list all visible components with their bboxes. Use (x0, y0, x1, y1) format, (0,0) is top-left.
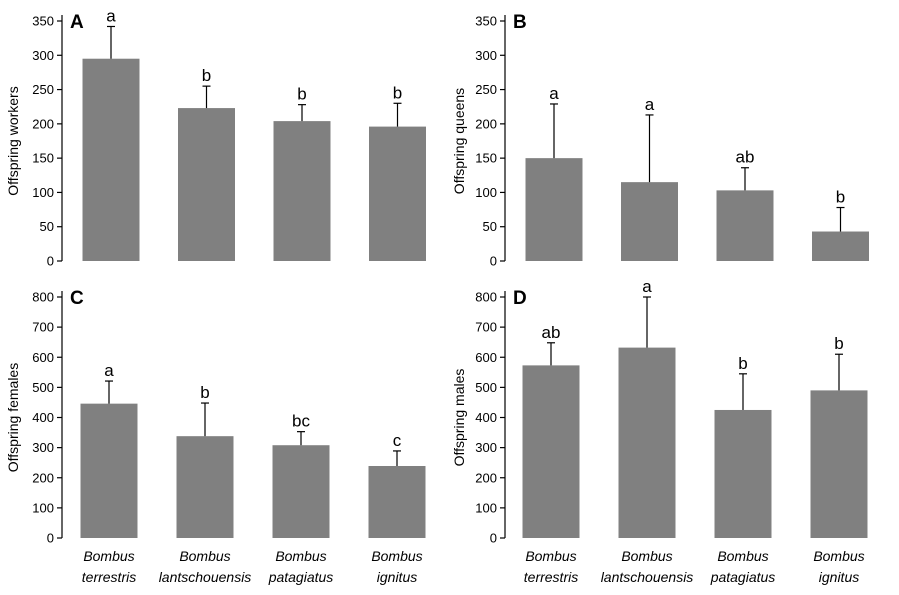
bar (82, 58, 140, 261)
x-label-genus: Bombus (83, 548, 134, 564)
significance-letter: c (393, 431, 402, 450)
y-tick-label: 200 (32, 470, 54, 485)
y-tick-label: 250 (475, 82, 497, 97)
significance-letter: b (834, 334, 843, 353)
bar (80, 403, 138, 538)
significance-letter: a (104, 361, 114, 380)
y-tick-label: 100 (475, 500, 497, 515)
bar (272, 445, 330, 538)
bar (176, 436, 234, 538)
y-axis-title: Offspring workers (5, 86, 21, 195)
y-tick-label: 500 (32, 380, 54, 395)
x-label-species: ignitus (377, 569, 417, 585)
bar (368, 466, 426, 538)
x-label-species: terrestris (82, 569, 136, 585)
panel-a: 0 50 100 150 200 250 300 350 Offspring workers A a… (5, 6, 426, 269)
y-tick-label: 700 (32, 320, 54, 335)
significance-letter: b (297, 85, 306, 104)
y-tick-label: 250 (32, 82, 54, 97)
panel-letter: A (70, 12, 84, 33)
y-tick-label: 100 (32, 185, 54, 200)
bar (812, 231, 869, 261)
bar (714, 409, 772, 538)
y-tick-label: 150 (475, 151, 497, 166)
y-tick-label: 50 (40, 219, 54, 234)
x-label-species: patagiatus (710, 569, 776, 585)
y-tick-label: 300 (475, 440, 497, 455)
y-tick-label: 400 (475, 410, 497, 425)
significance-letter: a (642, 277, 652, 296)
y-tick-label: 200 (32, 116, 54, 131)
panel-b: 0 50 100 150 200 250 300 350 Offspring queens Ba a… (451, 12, 869, 269)
significance-letter: ab (736, 148, 755, 167)
bar (810, 390, 868, 538)
y-axis-title: Offspring males (451, 369, 467, 467)
significance-letter: b (393, 83, 402, 102)
x-category-labels: Bombus terrestris Bombus lantschouensis Bomb… (524, 548, 865, 585)
y-tick-label: 0 (490, 254, 497, 269)
y-axis-title: Offspring queens (451, 88, 467, 194)
bar (621, 182, 678, 261)
x-label-species: ignitus (819, 569, 859, 585)
x-label-genus: Bombus (179, 548, 230, 564)
x-label-genus: Bombus (525, 548, 576, 564)
panel-letter: C (70, 288, 84, 309)
y-tick-label: 0 (47, 531, 54, 546)
y-tick-label: 300 (32, 440, 54, 455)
bar (716, 190, 774, 261)
significance-letter: b (836, 188, 845, 207)
y-tick-label: 200 (475, 116, 497, 131)
y-tick-label: 100 (475, 185, 497, 200)
significance-letter: ab (542, 323, 561, 342)
panel-d: 0 100 200 300 400 500 600 700 800 Offspring males… (451, 277, 868, 585)
y-tick-label: 600 (32, 350, 54, 365)
y-tick-label: 500 (475, 380, 497, 395)
significance-letter: b (738, 354, 747, 373)
x-label-genus: Bombus (371, 548, 422, 564)
y-tick-label: 300 (32, 48, 54, 63)
y-tick-label: 0 (490, 531, 497, 546)
x-label-species: lantschouensis (601, 569, 694, 585)
y-tick-label: 300 (475, 48, 497, 63)
y-axis-title: Offspring females (5, 363, 21, 472)
bar (273, 121, 331, 261)
significance-letter: bc (292, 412, 310, 431)
x-label-genus: Bombus (717, 548, 768, 564)
bar (178, 108, 235, 261)
x-label-genus: Bombus (813, 548, 864, 564)
y-tick-label: 350 (475, 14, 497, 29)
bar (369, 126, 426, 261)
x-label-species: lantschouensis (159, 569, 252, 585)
y-tick-label: 200 (475, 470, 497, 485)
bar (525, 158, 583, 261)
y-tick-label: 600 (475, 350, 497, 365)
significance-letter: a (106, 6, 116, 25)
significance-letter: b (200, 383, 209, 402)
significance-letter: a (549, 84, 559, 103)
y-tick-label: 0 (47, 254, 54, 269)
bar (618, 347, 676, 538)
y-tick-label: 350 (32, 14, 54, 29)
panel-letter: B (513, 12, 527, 33)
x-label-species: patagiatus (268, 569, 334, 585)
significance-letter: b (202, 66, 211, 85)
significance-letter: a (645, 95, 655, 114)
panel-c: 0 100 200 300 400 500 600 700 800 Offspring femal… (5, 288, 426, 585)
y-tick-label: 800 (475, 290, 497, 305)
y-tick-label: 700 (475, 320, 497, 335)
x-label-genus: Bombus (621, 548, 672, 564)
y-tick-label: 100 (32, 500, 54, 515)
panel-letter: D (513, 288, 527, 309)
y-tick-label: 400 (32, 410, 54, 425)
bar (522, 365, 580, 538)
x-label-genus: Bombus (275, 548, 326, 564)
y-tick-label: 50 (483, 219, 497, 234)
x-category-labels: Bombus terrestris Bombus lantschouensis Bomb… (82, 548, 423, 585)
y-tick-label: 800 (32, 290, 54, 305)
y-tick-label: 150 (32, 151, 54, 166)
x-label-species: terrestris (524, 569, 578, 585)
